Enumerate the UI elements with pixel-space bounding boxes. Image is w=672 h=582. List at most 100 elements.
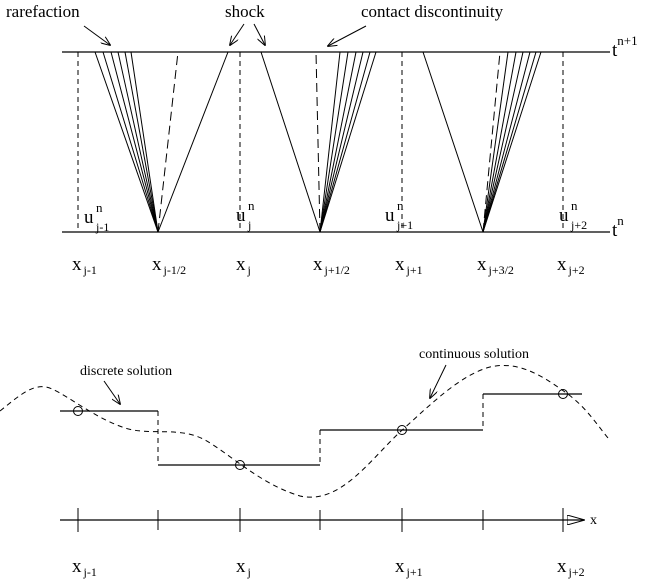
rarefaction-label: rarefaction bbox=[6, 2, 80, 21]
grid-point-base: x bbox=[72, 556, 82, 577]
rarefaction-ray bbox=[482, 51, 509, 233]
grid-point-label: x j+1/2 bbox=[313, 254, 350, 277]
contact-ray bbox=[315, 51, 321, 233]
discrete-solution-arrow bbox=[103, 380, 120, 404]
grid-point-base: x bbox=[477, 254, 487, 275]
cell-value-base: u bbox=[236, 205, 246, 226]
cell-value-subscript: j+2 bbox=[570, 218, 587, 232]
rarefaction-ray bbox=[482, 51, 531, 233]
discrete-jumps bbox=[157, 394, 484, 465]
time-label-n-plus-1: tn+1 bbox=[612, 33, 638, 61]
time-base: t bbox=[612, 220, 618, 241]
sample-points bbox=[73, 389, 568, 470]
cell-value-subscript: j+1 bbox=[396, 218, 413, 232]
rarefaction-arrow bbox=[83, 25, 110, 45]
time-superscript: n bbox=[617, 213, 624, 228]
shock-ray bbox=[157, 51, 229, 233]
rarefaction-ray bbox=[482, 51, 542, 233]
continuous-solution-arrow bbox=[430, 364, 447, 398]
rarefaction-ray bbox=[319, 51, 364, 233]
grid-point-label: x j+2 bbox=[557, 556, 585, 579]
rarefaction-ray bbox=[482, 51, 524, 233]
grid-point-label: x j-1 bbox=[72, 556, 97, 579]
contact-arrow bbox=[328, 25, 367, 46]
cell-value-label: u bbox=[559, 205, 569, 226]
contact-ray bbox=[482, 51, 501, 233]
rarefaction-ray bbox=[319, 51, 357, 233]
shock-ray bbox=[260, 51, 321, 233]
grid-point-subscript: j+1 bbox=[406, 263, 423, 277]
rarefaction-ray bbox=[482, 51, 537, 233]
grid-point-base: x bbox=[236, 254, 246, 275]
grid-point-base: x bbox=[557, 556, 567, 577]
cell-value-base: u bbox=[559, 205, 569, 226]
x-axis-ticks bbox=[77, 508, 564, 532]
grid-point-label: x j+1 bbox=[395, 254, 423, 277]
sample-point bbox=[397, 425, 407, 435]
grid-point-base: x bbox=[557, 254, 567, 275]
fan-j-minus-half bbox=[94, 51, 229, 233]
rarefaction-ray bbox=[319, 51, 377, 233]
discrete-solution bbox=[60, 393, 582, 466]
grid-point-subscript: j-1 bbox=[83, 263, 97, 277]
grid-point-subscript: j+2 bbox=[568, 565, 585, 579]
cell-value-labels: u n j-1 u n j u n j+1 u n j+2 bbox=[84, 198, 587, 234]
grid-point-label: x j+3/2 bbox=[477, 254, 514, 277]
fan-j-plus-half bbox=[260, 51, 377, 233]
sample-point bbox=[73, 406, 83, 416]
rarefaction-ray bbox=[319, 51, 349, 233]
grid-point-subscript: j+2 bbox=[568, 263, 585, 277]
cell-value-subscript: j-1 bbox=[95, 220, 109, 234]
continuous-solution-label: continuous solution bbox=[419, 347, 529, 362]
grid-point-subscript: j-1/2 bbox=[163, 263, 187, 277]
contact-ray bbox=[157, 51, 179, 233]
cell-value-superscript: n bbox=[571, 198, 578, 213]
contact-discontinuity-label: contact discontinuity bbox=[361, 2, 504, 21]
grid-point-base: x bbox=[72, 254, 82, 275]
wave-fan-panel: rarefaction shock contact discontinuity … bbox=[6, 2, 638, 277]
rarefaction-ray bbox=[102, 51, 159, 233]
grid-point-subscript: j+3/2 bbox=[488, 263, 514, 277]
rarefaction-ray bbox=[110, 51, 159, 233]
cell-center-lines bbox=[77, 52, 564, 232]
grid-point-label: x j-1/2 bbox=[152, 254, 186, 277]
time-base: t bbox=[612, 40, 618, 61]
cell-value-label: u bbox=[84, 207, 94, 228]
rarefaction-ray bbox=[319, 51, 371, 233]
grid-point-base: x bbox=[395, 556, 405, 577]
grid-point-base: x bbox=[152, 254, 162, 275]
cell-value-label: u bbox=[385, 205, 395, 226]
grid-point-base: x bbox=[236, 556, 246, 577]
rarefaction-ray bbox=[319, 51, 341, 233]
shock-arrow-left bbox=[230, 23, 245, 45]
grid-point-base: x bbox=[395, 254, 405, 275]
rarefaction-ray bbox=[94, 51, 159, 233]
time-superscript: n+1 bbox=[617, 33, 637, 48]
sample-point bbox=[235, 460, 245, 470]
rarefaction-ray bbox=[482, 51, 517, 233]
shock-label: shock bbox=[225, 2, 265, 21]
cell-value-superscript: n bbox=[248, 198, 255, 213]
fan-j-plus-three-halves bbox=[422, 51, 542, 233]
cell-value-base: u bbox=[84, 207, 94, 228]
discrete-solution-label: discrete solution bbox=[80, 364, 172, 379]
cell-value-superscript: n bbox=[96, 200, 103, 215]
rarefaction-ray bbox=[117, 51, 159, 233]
grid-point-label: x j+1 bbox=[395, 556, 423, 579]
grid-point-label: x j-1 bbox=[72, 254, 97, 277]
continuous-solution-curve bbox=[0, 365, 609, 498]
shock-arrow-right bbox=[253, 23, 265, 45]
grid-point-label: x j+2 bbox=[557, 254, 585, 277]
grid-point-subscript: j+1 bbox=[406, 565, 423, 579]
cell-value-subscript: j bbox=[247, 218, 251, 232]
rarefaction-ray bbox=[124, 51, 159, 233]
x-axis-name: x bbox=[590, 513, 597, 528]
time-label-n: tn bbox=[612, 213, 624, 241]
shock-ray bbox=[422, 51, 484, 233]
grid-point-subscript: j bbox=[247, 263, 251, 277]
